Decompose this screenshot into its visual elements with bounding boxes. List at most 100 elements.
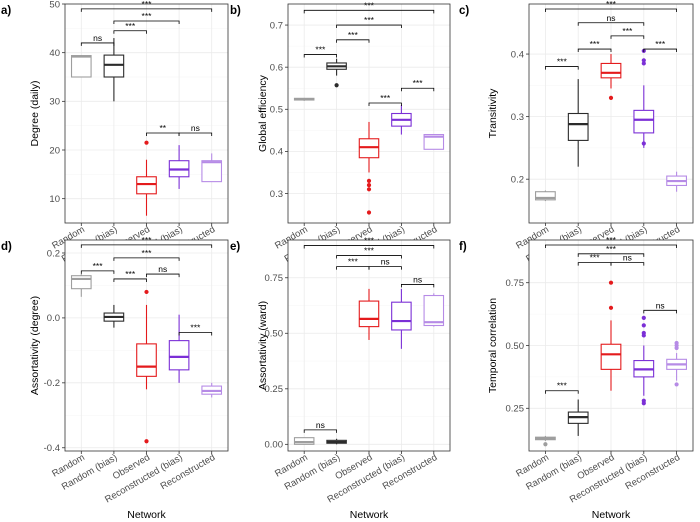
significance-bracket: *** bbox=[178, 323, 213, 336]
y-axis-title: Temporal correlation bbox=[487, 298, 499, 393]
y-tick-label: 30 bbox=[49, 97, 60, 108]
bracket-line bbox=[545, 390, 579, 394]
significance-bracket: ns bbox=[368, 257, 402, 270]
box-body bbox=[600, 343, 622, 370]
panel-tag: b) bbox=[230, 5, 241, 17]
box-observed bbox=[600, 54, 622, 100]
significance-bracket: *** bbox=[336, 15, 402, 29]
box-random-bias bbox=[567, 399, 589, 436]
y-tick-label: 0.25 bbox=[506, 404, 525, 415]
panel-tag: a) bbox=[1, 5, 11, 17]
box-body bbox=[201, 160, 223, 183]
box-body bbox=[567, 112, 589, 141]
y-tick-label: 20 bbox=[49, 145, 60, 156]
box-reconstructed-bias bbox=[168, 145, 190, 189]
x-axis-title: Network bbox=[350, 509, 389, 521]
significance-bracket: *** bbox=[113, 21, 147, 34]
y-tick-label: 40 bbox=[49, 48, 60, 59]
bracket-line bbox=[368, 266, 402, 270]
y-tick-label: 0.6 bbox=[270, 62, 283, 73]
box-reconstructed bbox=[201, 153, 223, 183]
outlier-point bbox=[641, 333, 646, 338]
bracket-line bbox=[577, 48, 612, 53]
bracket-line bbox=[80, 270, 115, 274]
significance-label: *** bbox=[622, 26, 633, 36]
significance-label: *** bbox=[93, 261, 104, 271]
significance-bracket: *** bbox=[610, 26, 645, 39]
panel-tag: e) bbox=[230, 241, 240, 253]
y-tick-label: 0.25 bbox=[265, 384, 284, 395]
bracket-line bbox=[303, 9, 435, 14]
box-body bbox=[633, 109, 655, 134]
significance-label: *** bbox=[125, 21, 136, 31]
bracket-line bbox=[336, 39, 370, 43]
y-tick-label: 0.5 bbox=[270, 105, 283, 116]
box-reconstructed-bias bbox=[391, 288, 412, 349]
y-tick-label: 0.00 bbox=[265, 440, 284, 451]
box-random bbox=[535, 190, 556, 202]
y-tick-label: 0.50 bbox=[265, 329, 284, 340]
box-observed bbox=[600, 280, 622, 391]
bracket-line bbox=[545, 66, 579, 70]
box-reconstructed bbox=[423, 134, 445, 150]
y-tick-label: 0.3 bbox=[270, 189, 283, 200]
significance-bracket: *** bbox=[303, 236, 435, 249]
bracket-line bbox=[545, 244, 677, 249]
box-body bbox=[423, 134, 445, 150]
outlier-point bbox=[608, 305, 614, 310]
y-tick-label: 0.7 bbox=[270, 20, 283, 31]
box-random-bias bbox=[567, 79, 589, 167]
box-observed bbox=[136, 140, 157, 216]
y-tick-label: 10 bbox=[49, 194, 60, 205]
bracket-line bbox=[303, 429, 337, 433]
y-axis-title: Assortativity (ward) bbox=[257, 301, 269, 390]
box-reconstructed-bias bbox=[168, 314, 190, 383]
bracket-line bbox=[368, 102, 402, 106]
bracket-line bbox=[577, 22, 645, 26]
panel-tag: c) bbox=[459, 5, 469, 17]
box-reconstructed bbox=[666, 171, 687, 192]
significance-bracket: *** bbox=[80, 0, 213, 12]
significance-label: *** bbox=[364, 246, 375, 256]
significance-label: ns bbox=[191, 123, 200, 133]
significance-bracket: *** bbox=[113, 269, 147, 282]
significance-bracket: ns bbox=[643, 300, 677, 314]
significance-bracket: *** bbox=[113, 248, 180, 261]
box-reconstructed bbox=[201, 382, 223, 398]
box-random-bias bbox=[103, 38, 125, 102]
y-tick-label: 50 bbox=[49, 0, 60, 10]
y-tick-label: 0.4 bbox=[270, 147, 283, 158]
outlier-point bbox=[366, 178, 372, 183]
outlier-point bbox=[543, 442, 548, 447]
outlier-point bbox=[641, 58, 646, 63]
significance-label: ns bbox=[316, 420, 325, 430]
significance-label: *** bbox=[590, 39, 601, 49]
box-random-bias bbox=[326, 58, 347, 88]
significance-label: *** bbox=[606, 0, 617, 9]
box-random bbox=[70, 274, 92, 297]
box-random bbox=[535, 435, 556, 447]
outlier-point bbox=[144, 140, 149, 145]
significance-bracket: ns bbox=[401, 274, 435, 288]
significance-bracket: *** bbox=[303, 45, 337, 58]
significance-label: *** bbox=[380, 93, 391, 103]
significance-bracket: *** bbox=[336, 246, 402, 259]
outlier-point bbox=[334, 83, 339, 88]
bracket-line bbox=[336, 255, 402, 259]
bracket-line bbox=[80, 244, 213, 248]
y-axis-title: Assortativity (degree) bbox=[29, 296, 41, 395]
significance-label: *** bbox=[364, 15, 375, 25]
box-observed bbox=[358, 288, 380, 340]
bracket-line bbox=[303, 54, 337, 58]
bracket-line bbox=[113, 30, 147, 34]
box-observed bbox=[136, 289, 157, 444]
bracket-line bbox=[610, 262, 645, 266]
y-tick-label: -0.4 bbox=[44, 443, 60, 454]
y-tick-label: -0.2 bbox=[44, 378, 60, 389]
bracket-line bbox=[610, 35, 645, 39]
significance-label: *** bbox=[315, 45, 326, 55]
significance-label: *** bbox=[364, 236, 375, 246]
bracket-line bbox=[80, 8, 213, 12]
significance-bracket: *** bbox=[113, 11, 180, 25]
